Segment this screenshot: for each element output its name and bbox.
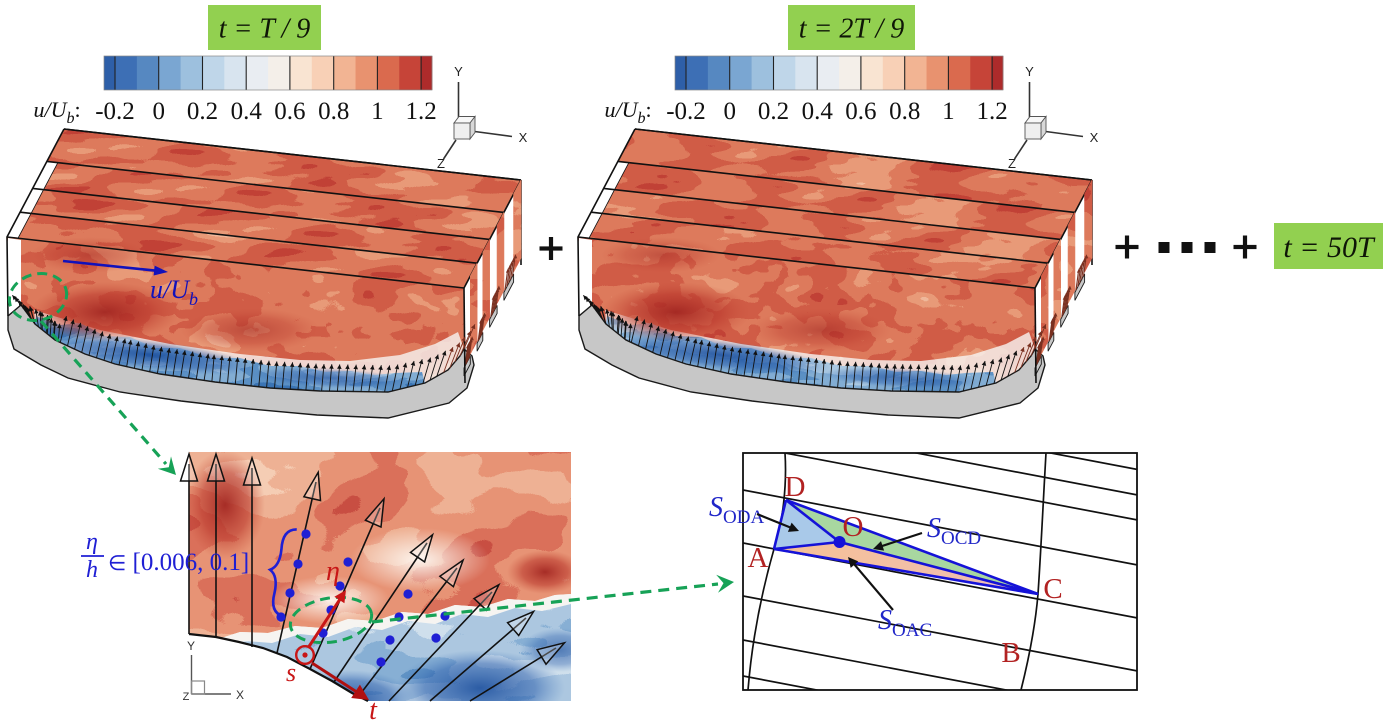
svg-text:1.2: 1.2 bbox=[976, 98, 1007, 125]
svg-text:A: A bbox=[748, 542, 769, 574]
svg-text:0.2: 0.2 bbox=[187, 98, 218, 125]
svg-text:t = 2T / 9: t = 2T / 9 bbox=[799, 14, 905, 45]
svg-text:η: η bbox=[86, 529, 98, 555]
svg-text:0: 0 bbox=[152, 98, 165, 125]
svg-text:Y: Y bbox=[1025, 64, 1034, 79]
svg-text:C: C bbox=[1043, 573, 1062, 605]
svg-text:X: X bbox=[1090, 130, 1099, 145]
svg-text:0.8: 0.8 bbox=[318, 98, 349, 125]
svg-text:0.6: 0.6 bbox=[274, 98, 305, 125]
svg-text:0.6: 0.6 bbox=[845, 98, 876, 125]
svg-text:Y: Y bbox=[187, 639, 195, 653]
svg-text:-0.2: -0.2 bbox=[95, 98, 135, 125]
svg-text:0: 0 bbox=[723, 98, 736, 125]
svg-text:t = 50T: t = 50T bbox=[1283, 231, 1376, 264]
svg-text:s: s bbox=[286, 658, 296, 687]
svg-text:0.4: 0.4 bbox=[231, 98, 263, 125]
svg-text:1: 1 bbox=[371, 98, 384, 125]
svg-text:t: t bbox=[369, 695, 378, 726]
svg-text:0.4: 0.4 bbox=[802, 98, 834, 125]
svg-text:O: O bbox=[843, 511, 864, 543]
svg-text:B: B bbox=[1001, 637, 1020, 669]
svg-text:Z: Z bbox=[1008, 156, 1016, 171]
svg-text:Z: Z bbox=[183, 691, 190, 703]
svg-text:0.2: 0.2 bbox=[758, 98, 789, 125]
svg-text:0.8: 0.8 bbox=[889, 98, 920, 125]
svg-text:t = T / 9: t = T / 9 bbox=[219, 14, 311, 45]
svg-text:h: h bbox=[86, 557, 98, 583]
svg-text:η: η bbox=[326, 556, 340, 587]
svg-text:1: 1 bbox=[942, 98, 955, 125]
svg-text:X: X bbox=[519, 130, 528, 145]
svg-text:D: D bbox=[785, 471, 806, 503]
svg-text:∈ [0.006, 0.1]: ∈ [0.006, 0.1] bbox=[108, 549, 249, 576]
svg-text:Y: Y bbox=[454, 64, 463, 79]
svg-text:Z: Z bbox=[437, 156, 445, 171]
svg-text:1.2: 1.2 bbox=[405, 98, 436, 125]
svg-text:X: X bbox=[236, 688, 244, 702]
svg-text:-0.2: -0.2 bbox=[666, 98, 706, 125]
